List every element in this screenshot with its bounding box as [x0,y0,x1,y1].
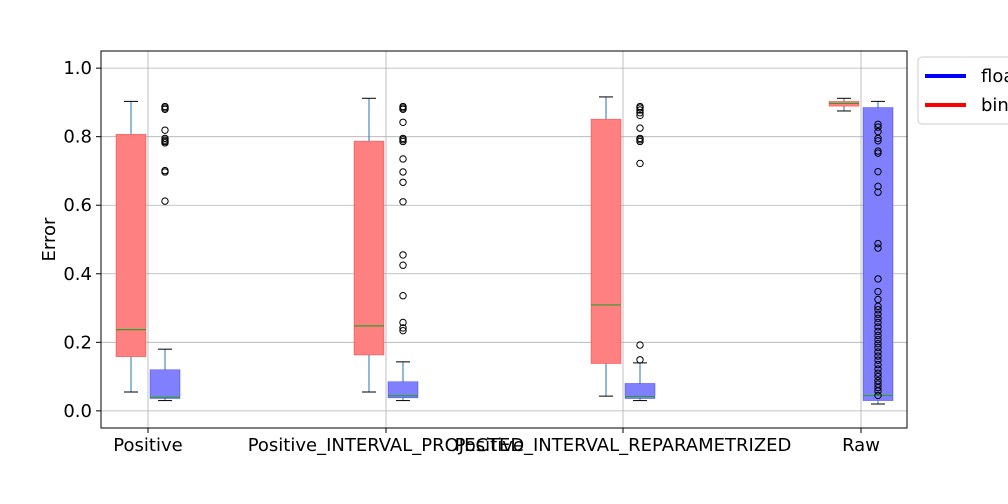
box-bin [590,96,622,397]
outlier-point [399,198,407,206]
outlier-point [636,356,644,364]
outlier-point [874,331,882,340]
axis-layer: 0.0 0.2 0.4 0.6 0.8 1.0 Positive Positive_INTER… [63,58,880,456]
outlier-point [636,124,644,132]
outlier-point [874,310,882,318]
outlier-point [874,365,882,373]
legend-label-bin: bin [981,95,1008,116]
outlier-point [399,155,407,163]
x-tick-label: Positive [113,435,182,456]
outlier-point [874,306,882,314]
outlier-point [636,102,644,111]
outlier-point [636,111,644,120]
outlier-point [874,323,882,331]
x-tick-label: Raw [842,435,880,456]
legend: float bin [917,56,1008,125]
box-iqr [149,369,181,399]
y-tick-label: 1.0 [63,58,92,79]
outlier-point [874,356,882,364]
outlier-point [399,178,407,186]
box-iqr [115,133,147,358]
box-float [149,102,181,402]
outlier-point [874,335,882,344]
outlier-point [874,295,882,304]
box-iqr [624,383,656,399]
outlier-point [399,326,407,335]
outlier-point [874,167,882,176]
y-tick-label: 0.0 [63,401,92,422]
box-bin [115,100,147,393]
outlier-point [874,348,882,356]
outlier-point [874,314,882,323]
plot-area-frame [100,50,908,429]
outlier-point [636,134,644,143]
outlier-point [874,182,882,191]
box-layer [115,96,894,405]
y-tick-label: 0.8 [63,127,92,148]
outlier-point [161,197,169,205]
outlier-point [636,341,644,349]
outlier-point [399,251,407,259]
legend-label-float: float [981,66,1008,87]
outlier-point [399,261,407,269]
outlier-point [874,287,882,296]
outlier-point [636,106,644,114]
outlier-point [874,327,882,336]
outlier-point [874,147,882,155]
y-tick-label: 0.6 [63,195,92,216]
outlier-point [874,372,882,381]
outlier-point [874,149,882,157]
box-float [862,100,894,405]
outlier-point [161,134,169,143]
grid-layer [101,51,907,428]
outlier-point [399,102,407,111]
outlier-point [874,352,882,360]
x-tick-label: Positive_INTERVAL_PROJECTED [248,435,525,456]
outlier-point [399,168,407,176]
outlier-point [399,134,407,143]
box-bin [353,97,385,393]
outlier-point [874,318,882,327]
outlier-point [874,380,882,388]
outlier-point [399,292,407,300]
outlier-point [874,275,882,283]
y-tick-label: 0.4 [63,264,92,285]
x-tick-label: Positive_INTERVAL_REPARAMETRIZED [455,435,792,456]
box-float [387,102,419,402]
outlier-point [399,318,407,327]
box-iqr [387,381,419,399]
outlier-point [874,343,882,352]
outlier-point [874,239,882,248]
outlier-point [874,123,882,131]
outlier-point [874,369,882,377]
outlier-point [874,360,882,369]
outlier-point [161,166,169,175]
y-tick-label: 0.2 [63,332,92,353]
outlier-point [874,188,882,196]
box-iqr [353,140,385,356]
outlier-point [874,377,882,385]
outlier-point [874,339,882,348]
outlier-point [874,127,882,136]
y-axis-title: Error [39,217,60,261]
outlier-point [161,126,169,134]
outlier-point [399,324,407,332]
outlier-point [636,159,644,168]
outlier-point [874,391,882,400]
box-bin [828,97,860,112]
outlier-point [399,118,407,126]
box-iqr [590,118,622,364]
box-float [624,102,656,402]
outlier-point [874,120,882,129]
outlier-point [161,102,169,111]
outlier-point [874,137,882,145]
outlier-point [874,244,882,252]
legend-frame [917,56,1008,125]
